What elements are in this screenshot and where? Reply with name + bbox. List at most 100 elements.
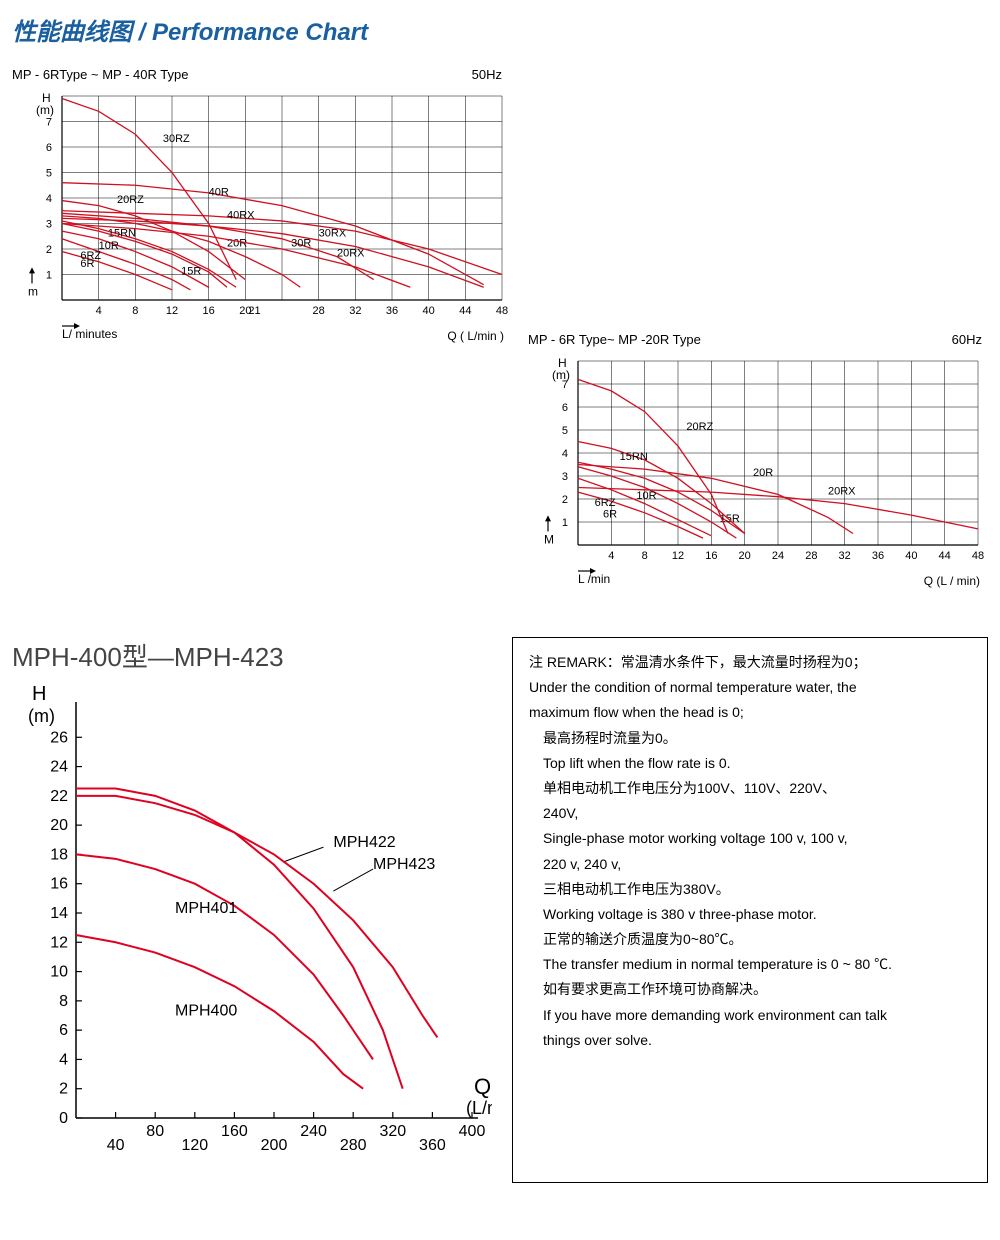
remark-line: 240V, <box>529 801 971 826</box>
remark-line: Under the condition of normal temperatur… <box>529 675 971 700</box>
svg-text:36: 36 <box>872 550 884 562</box>
remark-box: 注 REMARK：常温清水条件下，最大流量时扬程为0；Under the con… <box>512 637 988 1183</box>
svg-text:200: 200 <box>261 1137 288 1154</box>
remark-line: 如有要求更高工作环境可协商解决。 <box>529 977 971 1002</box>
svg-text:2: 2 <box>59 1081 68 1098</box>
svg-text:20: 20 <box>50 817 68 834</box>
svg-text:10: 10 <box>50 964 68 981</box>
svg-text:MPH423: MPH423 <box>373 856 435 873</box>
chart1: 12345674812162021283236404448H(m)mL/ min… <box>12 86 512 346</box>
svg-text:20RX: 20RX <box>337 248 365 260</box>
svg-text:360: 360 <box>419 1137 446 1154</box>
svg-text:8: 8 <box>642 550 648 562</box>
svg-text:M: M <box>544 532 554 546</box>
svg-text:28: 28 <box>313 305 325 317</box>
svg-text:21: 21 <box>248 305 260 317</box>
svg-text:6: 6 <box>59 1022 68 1039</box>
svg-text:Q ( L/min ): Q ( L/min ) <box>447 329 504 343</box>
chart2-hz: 60Hz <box>952 332 982 347</box>
svg-text:12: 12 <box>50 934 68 951</box>
svg-text:3: 3 <box>46 219 52 231</box>
svg-text:5: 5 <box>562 425 568 437</box>
remark-line: things over solve. <box>529 1028 971 1053</box>
svg-text:240: 240 <box>300 1123 327 1140</box>
svg-text:(m): (m) <box>552 368 570 382</box>
remark-line: maximum flow when the head is 0; <box>529 700 971 725</box>
svg-text:20RX: 20RX <box>828 485 856 497</box>
svg-text:20R: 20R <box>227 237 247 249</box>
svg-text:2: 2 <box>562 494 568 506</box>
remark-line: 三相电动机工作电压为380V。 <box>529 877 971 902</box>
svg-text:30R: 30R <box>291 237 311 249</box>
page-title: 性能曲线图 / Performance Chart <box>12 12 988 47</box>
remark-line: Single-phase motor working voltage 100 v… <box>529 826 971 851</box>
svg-text:(L/min): (L/min) <box>466 1098 492 1118</box>
remark-line: The transfer medium in normal temperatur… <box>529 952 971 977</box>
svg-text:32: 32 <box>349 305 361 317</box>
svg-text:120: 120 <box>181 1137 208 1154</box>
remark-line: 正常的输送介质温度为0~80℃。 <box>529 927 971 952</box>
svg-text:MPH422: MPH422 <box>333 834 395 851</box>
svg-text:Q (L / min): Q (L / min) <box>924 574 980 588</box>
chart3-title: MPH-400型—MPH-423 <box>12 637 492 674</box>
svg-text:m: m <box>28 284 38 298</box>
remark-line: Working voltage is 380 v three-phase mot… <box>529 902 971 927</box>
svg-text:6RZ: 6RZ <box>80 250 101 262</box>
svg-text:48: 48 <box>496 305 508 317</box>
remark-line: 最高扬程时流量为0。 <box>529 726 971 751</box>
remark-line: 注 REMARK：常温清水条件下，最大流量时扬程为0； <box>529 650 971 675</box>
svg-text:28: 28 <box>805 550 817 562</box>
svg-text:24: 24 <box>50 759 68 776</box>
svg-text:320: 320 <box>379 1123 406 1140</box>
svg-text:1: 1 <box>562 517 568 529</box>
svg-text:10R: 10R <box>99 240 119 252</box>
svg-text:(m): (m) <box>36 103 54 117</box>
svg-text:16: 16 <box>203 305 215 317</box>
svg-text:20RZ: 20RZ <box>117 194 144 206</box>
svg-text:MPH401: MPH401 <box>175 900 237 917</box>
svg-text:3: 3 <box>562 471 568 483</box>
svg-text:40: 40 <box>107 1137 125 1154</box>
svg-text:48: 48 <box>972 550 984 562</box>
svg-text:8: 8 <box>132 305 138 317</box>
svg-text:L/ minutes: L/ minutes <box>62 327 117 341</box>
svg-text:160: 160 <box>221 1123 248 1140</box>
svg-text:(m): (m) <box>28 706 55 726</box>
svg-text:12: 12 <box>166 305 178 317</box>
svg-text:36: 36 <box>386 305 398 317</box>
remark-line: 单相电动机工作电压分为100V、110V、220V、 <box>529 776 971 801</box>
svg-text:8: 8 <box>59 993 68 1010</box>
svg-text:40: 40 <box>905 550 917 562</box>
svg-text:40: 40 <box>423 305 435 317</box>
svg-text:7: 7 <box>46 117 52 129</box>
svg-text:6: 6 <box>562 402 568 414</box>
svg-text:40RX: 40RX <box>227 209 255 221</box>
svg-text:6: 6 <box>46 142 52 154</box>
svg-text:22: 22 <box>50 788 68 805</box>
svg-text:30RZ: 30RZ <box>163 133 190 145</box>
chart3: H(m)024681012141618202224264080120160200… <box>12 678 492 1178</box>
svg-text:15R: 15R <box>181 266 201 278</box>
remark-line: 220 v, 240 v, <box>529 852 971 877</box>
svg-text:MPH400: MPH400 <box>175 1003 237 1020</box>
svg-text:4: 4 <box>608 550 614 562</box>
svg-text:H: H <box>32 683 46 705</box>
svg-text:Q: Q <box>474 1074 491 1099</box>
svg-text:2: 2 <box>46 244 52 256</box>
svg-text:14: 14 <box>50 905 68 922</box>
chart1-hz: 50Hz <box>472 67 502 82</box>
svg-text:10R: 10R <box>636 490 656 502</box>
svg-text:20: 20 <box>739 550 751 562</box>
svg-text:0: 0 <box>59 1110 68 1127</box>
svg-text:5: 5 <box>46 168 52 180</box>
svg-text:26: 26 <box>50 729 68 746</box>
svg-text:44: 44 <box>939 550 951 562</box>
remark-line: If you have more demanding work environm… <box>529 1003 971 1028</box>
svg-text:4: 4 <box>59 1051 68 1068</box>
chart2: 12345674812162024283236404448H(m)ML /min… <box>528 351 988 591</box>
svg-text:6R: 6R <box>603 508 617 520</box>
svg-text:6RZ: 6RZ <box>595 497 616 509</box>
svg-text:24: 24 <box>772 550 784 562</box>
svg-text:4: 4 <box>96 305 102 317</box>
svg-text:400: 400 <box>459 1123 486 1140</box>
